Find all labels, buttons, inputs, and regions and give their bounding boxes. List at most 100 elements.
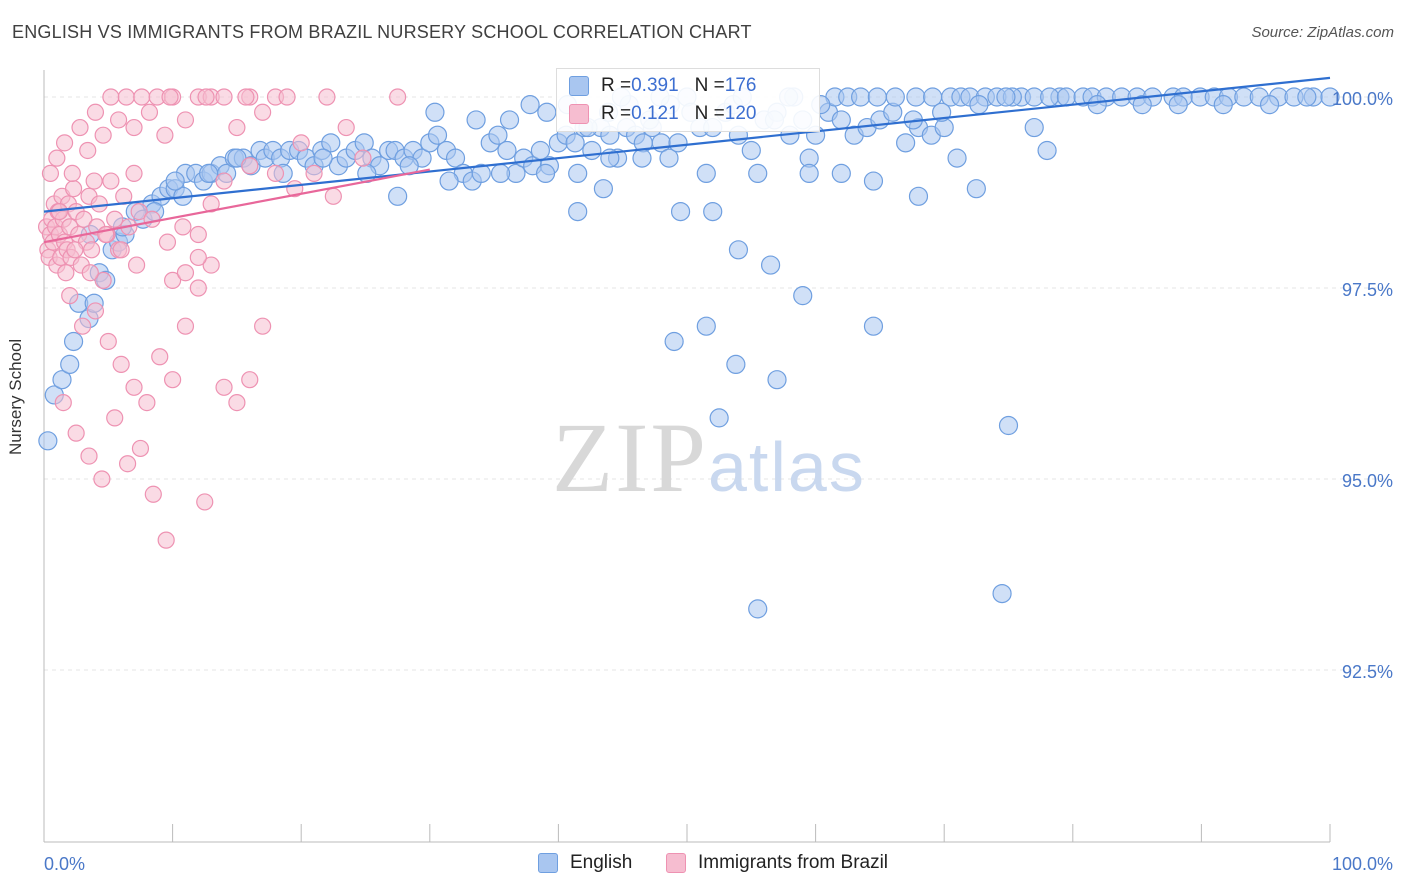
brazil-n-label: N = [694, 103, 725, 124]
english-point [867, 87, 887, 107]
brazil-point [241, 157, 259, 175]
english-point [703, 202, 723, 222]
english-point [439, 171, 459, 191]
brazil-point [90, 195, 108, 213]
brazil-point [61, 287, 79, 305]
english-point [908, 186, 929, 206]
english-point [471, 163, 491, 183]
brazil-point [324, 187, 342, 205]
brazil-point [106, 409, 124, 427]
english-point [996, 87, 1016, 107]
brazil-point [140, 103, 159, 121]
brazil-point [71, 118, 89, 137]
brazil-point [189, 279, 207, 297]
brazil-point [79, 141, 97, 160]
brazil-point [176, 264, 195, 282]
english-point [60, 354, 80, 374]
english-point [1297, 87, 1317, 107]
brazil-point [66, 241, 84, 259]
english-point [1037, 140, 1057, 161]
english-point [741, 140, 761, 161]
brazil-swatch [569, 104, 589, 124]
brazil-point [118, 455, 137, 473]
english-n-value: 176 [724, 75, 757, 96]
english-point [1259, 95, 1280, 115]
brazil-point [48, 149, 66, 167]
brazil-point [189, 248, 207, 267]
english-point [425, 102, 445, 122]
english-points [38, 87, 1340, 619]
brazil-point [102, 172, 120, 190]
english-point [535, 163, 556, 183]
brazil-point [85, 172, 103, 190]
brazil-point [389, 88, 407, 106]
brazil-point [86, 302, 105, 320]
english-point [388, 186, 408, 206]
english-point [998, 415, 1019, 436]
english-legend-label: English [570, 852, 633, 873]
english-r-value: 0.391 [631, 75, 679, 96]
english-point [199, 163, 219, 183]
english-point [313, 148, 333, 168]
english-point [466, 110, 486, 130]
x-tick-label-max: 100.0% [1332, 854, 1393, 874]
brazil-point [354, 149, 372, 167]
brazil-point [157, 531, 175, 549]
brazil-point [215, 88, 233, 106]
brazil-point [117, 88, 135, 106]
brazil-point [176, 111, 195, 129]
brazil-point [254, 103, 272, 121]
english-point [1040, 87, 1060, 107]
trend-lines [43, 76, 1331, 244]
brazil-point [278, 88, 296, 106]
english-point [568, 202, 588, 222]
brazil-point [143, 210, 161, 228]
english-point [321, 133, 341, 153]
brazil-point [63, 164, 81, 182]
brazil-points [37, 88, 407, 549]
english-point [992, 583, 1012, 604]
brazil-trend-line [43, 168, 431, 244]
english-point [568, 163, 588, 183]
brazil-n-value: 120 [724, 103, 757, 124]
english-point [748, 599, 768, 619]
brazil-point [292, 134, 310, 152]
english-point [726, 354, 746, 374]
x-tick-label-min: 0.0% [44, 854, 85, 874]
brazil-point [127, 256, 146, 274]
legend-row-english: R = 0.391 N = 176 [569, 73, 756, 99]
source-label: Source: ZipAtlas.com [1251, 24, 1394, 41]
brazil-point [125, 118, 143, 137]
brazil-point [81, 264, 99, 282]
english-point [696, 163, 716, 183]
brazil-point [99, 332, 117, 351]
english-point [896, 133, 916, 153]
english-point [632, 148, 652, 168]
english-point [709, 408, 729, 428]
english-point [427, 125, 448, 145]
english-point [582, 140, 602, 161]
bottom-legend-english: English [538, 852, 632, 874]
english-point [1132, 95, 1152, 115]
brazil-r-value: 0.121 [631, 103, 679, 124]
legend-row-brazil: R = 0.121 N = 120 [569, 101, 756, 127]
brazil-point [130, 203, 148, 221]
brazil-point [215, 172, 233, 190]
brazil-point [164, 271, 182, 289]
brazil-point [82, 241, 101, 259]
y-tick-label: 92.5% [1342, 662, 1393, 682]
y-axis-label: Nursery School [6, 338, 25, 455]
brazil-point [102, 88, 120, 106]
english-swatch [569, 76, 589, 96]
english-trend-line [43, 76, 1331, 213]
english-point [1056, 87, 1076, 107]
brazil-point [125, 164, 143, 182]
brazil-point [254, 317, 272, 335]
brazil-point [41, 164, 60, 182]
brazil-point [64, 180, 83, 198]
axes [43, 70, 1331, 843]
brazil-point [109, 111, 128, 129]
brazil-point [174, 218, 192, 236]
english-legend-swatch [538, 853, 558, 873]
brazil-point [86, 103, 105, 121]
